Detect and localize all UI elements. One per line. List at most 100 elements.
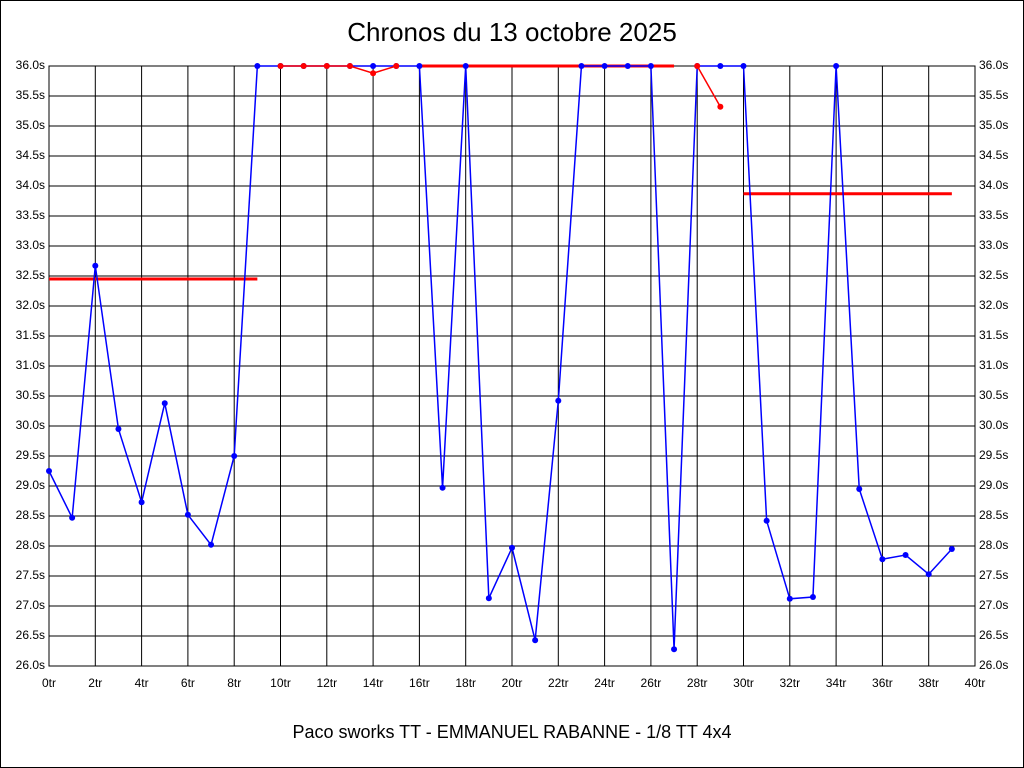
point — [763, 517, 770, 524]
point — [671, 646, 678, 653]
y2-tick-label: 29.0s — [979, 478, 1008, 492]
point — [879, 556, 886, 563]
y-tick-label: 35.0s — [16, 118, 45, 132]
point — [393, 63, 400, 69]
x-tick-label: 24tr — [594, 676, 615, 690]
point — [740, 63, 747, 69]
point — [346, 63, 353, 69]
y-tick-label: 32.5s — [16, 268, 45, 282]
y2-tick-label: 31.0s — [979, 358, 1008, 372]
point — [694, 63, 701, 69]
y2-tick-label: 30.0s — [979, 418, 1008, 432]
x-tick-label: 22tr — [548, 676, 569, 690]
chart-title: Chronos du 13 octobre 2025 — [347, 17, 677, 47]
y2-tick-label: 34.5s — [979, 148, 1008, 162]
point — [717, 63, 724, 69]
y2-tick-label: 26.0s — [979, 658, 1008, 672]
y-tick-label: 36.0s — [16, 58, 45, 72]
y-tick-label: 28.0s — [16, 538, 45, 552]
x-axis-label: Paco sworks TT - EMMANUEL RABANNE - 1/8 … — [292, 722, 731, 742]
y-tick-label: 34.0s — [16, 178, 45, 192]
point — [856, 486, 863, 492]
point — [462, 63, 469, 69]
x-tick-label: 14tr — [363, 676, 384, 690]
x-tick-label: 26tr — [641, 676, 662, 690]
x-tick-label: 12tr — [316, 676, 337, 690]
y-tick-label: 31.0s — [16, 358, 45, 372]
x-tick-label: 4tr — [135, 676, 149, 690]
series-line — [280, 65, 397, 74]
y-tick-label: 27.5s — [16, 568, 45, 582]
point — [485, 595, 492, 602]
y2-tick-label: 35.5s — [979, 88, 1008, 102]
y2-tick-label: 34.0s — [979, 178, 1008, 192]
point — [370, 70, 377, 77]
y-tick-label: 27.0s — [16, 598, 45, 612]
x-tick-label: 0tr — [42, 676, 56, 690]
point — [948, 546, 955, 552]
y-tick-label: 29.5s — [16, 448, 45, 462]
x-tick-label: 10tr — [270, 676, 291, 690]
point — [786, 595, 793, 602]
x-tick-label: 18tr — [455, 676, 476, 690]
series-line — [48, 65, 953, 650]
point — [138, 499, 145, 506]
y-tick-label: 32.0s — [16, 298, 45, 312]
y-tick-label: 31.5s — [16, 328, 45, 342]
point — [92, 262, 99, 269]
y-tick-label: 28.5s — [16, 508, 45, 522]
point — [601, 63, 608, 69]
point — [323, 63, 330, 69]
x-tick-label: 32tr — [779, 676, 800, 690]
x-tick-label: 8tr — [227, 676, 241, 690]
point — [833, 63, 840, 69]
point — [231, 453, 238, 459]
point — [624, 63, 631, 69]
point — [416, 63, 423, 69]
point — [69, 514, 76, 521]
point — [647, 63, 654, 69]
y-tick-label: 30.0s — [16, 418, 45, 432]
point — [555, 397, 562, 404]
point — [184, 511, 191, 518]
y2-tick-label: 32.5s — [979, 268, 1008, 282]
x-tick-label: 40tr — [965, 676, 986, 690]
y2-tick-label: 27.0s — [979, 598, 1008, 612]
y-tick-label: 26.5s — [16, 628, 45, 642]
y2-tick-label: 27.5s — [979, 568, 1008, 582]
point — [509, 544, 515, 551]
y2-tick-label: 33.0s — [979, 238, 1008, 252]
x-tick-label: 30tr — [733, 676, 754, 690]
y2-tick-label: 30.5s — [979, 388, 1008, 402]
y2-tick-label: 36.0s — [979, 58, 1008, 72]
point — [717, 103, 724, 110]
series-line — [696, 65, 722, 108]
point — [254, 63, 261, 69]
point — [439, 484, 446, 491]
point — [578, 63, 585, 69]
y2-tick-label: 28.5s — [979, 508, 1008, 522]
y-tick-label: 33.0s — [16, 238, 45, 252]
y-tick-label: 35.5s — [16, 88, 45, 102]
y-tick-label: 33.5s — [16, 208, 45, 222]
y2-tick-label: 29.5s — [979, 448, 1008, 462]
y2-tick-label: 35.0s — [979, 118, 1008, 132]
x-tick-label: 6tr — [181, 676, 195, 690]
x-tick-label: 20tr — [502, 676, 523, 690]
x-tick-label: 34tr — [826, 676, 847, 690]
y2-tick-label: 33.5s — [979, 208, 1008, 222]
point — [902, 552, 909, 558]
y-tick-label: 30.5s — [16, 388, 45, 402]
point — [161, 400, 168, 407]
y-tick-label: 29.0s — [16, 478, 45, 492]
x-tick-label: 36tr — [872, 676, 893, 690]
x-tick-label: 16tr — [409, 676, 430, 690]
point — [809, 594, 816, 600]
point — [532, 637, 539, 644]
point — [300, 63, 307, 69]
x-tick-label: 38tr — [918, 676, 939, 690]
point — [208, 541, 215, 548]
point — [115, 426, 122, 432]
